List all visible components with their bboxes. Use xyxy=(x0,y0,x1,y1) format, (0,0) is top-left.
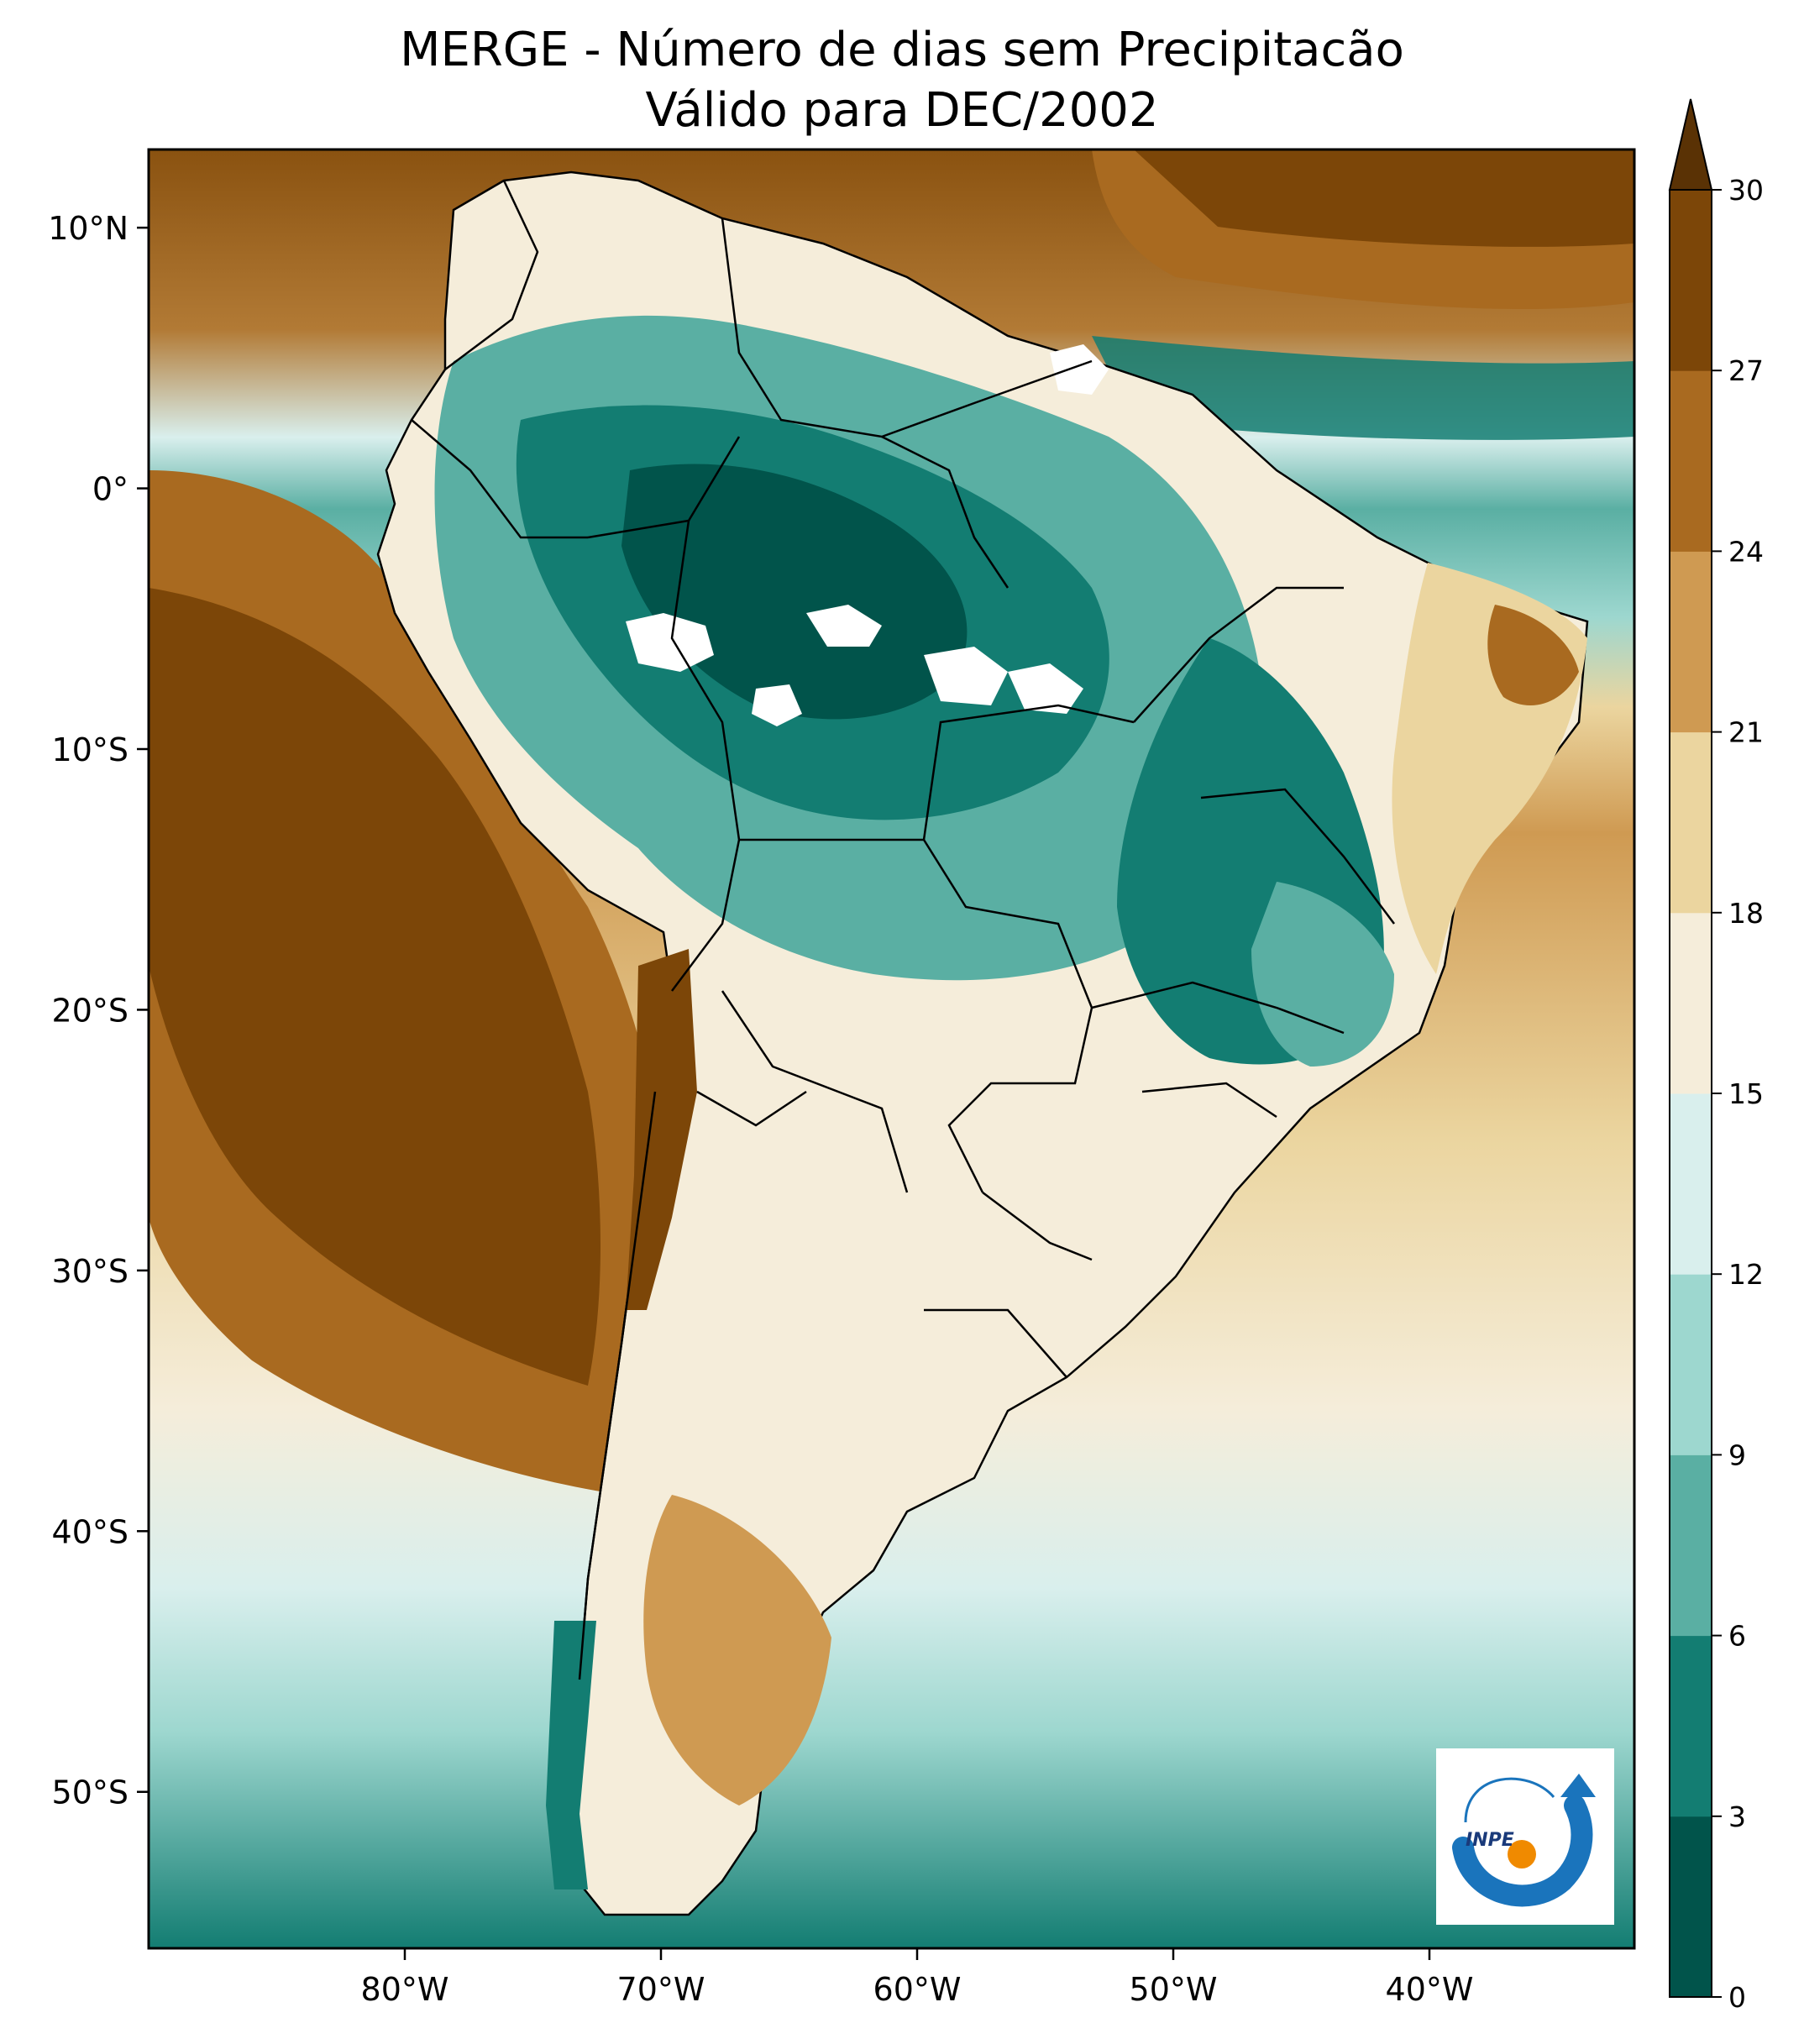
colorbar-tick-label: 12 xyxy=(1728,1258,1764,1291)
inpe-logo: INPE xyxy=(1436,1748,1614,1925)
colorbar-segment xyxy=(1670,731,1712,914)
colorbar-segment xyxy=(1670,551,1712,733)
southeast-brazil-wet-region xyxy=(1251,882,1394,1067)
map-title-line2: Válido para DEC/2002 xyxy=(645,83,1159,138)
colorbar-extend-arrow xyxy=(1668,98,1713,191)
y-axis-ticks: 10°N 0° 10°S 20°S 30°S 40°S 50°S xyxy=(48,210,149,1811)
colorbar: 0 3 6 9 12 15 18 21 24 27 30 xyxy=(1668,98,1764,2014)
arrow-icon xyxy=(1560,1774,1596,1797)
map-title-line1: MERGE - Número de dias sem Precipitacão xyxy=(400,23,1404,77)
colorbar-tick-label: 3 xyxy=(1728,1800,1746,1833)
colorbar-tick-label: 15 xyxy=(1728,1077,1764,1110)
y-tick-label: 30°S xyxy=(52,1253,128,1290)
colorbar-tick-label: 24 xyxy=(1728,535,1764,568)
colorbar-segment xyxy=(1670,912,1712,1094)
no-data-patches xyxy=(626,344,1109,726)
x-tick-label: 40°W xyxy=(1386,1971,1474,2008)
plot-area xyxy=(149,149,1634,1948)
colorbar-segment xyxy=(1670,1816,1712,1998)
southern-andes-wet-strip xyxy=(546,1621,596,1889)
x-tick-label: 80°W xyxy=(361,1971,449,2008)
colorbar-tick-label: 27 xyxy=(1728,354,1764,387)
colorbar-segment xyxy=(1670,190,1712,371)
y-tick-label: 10°S xyxy=(52,731,128,768)
x-tick-label: 70°W xyxy=(617,1971,705,2008)
y-tick-label: 40°S xyxy=(52,1513,128,1550)
country-borders xyxy=(411,180,1395,1680)
north-atlantic-very-dry-zone xyxy=(1134,149,1634,247)
y-tick-label: 50°S xyxy=(52,1774,128,1811)
colorbar-tick-label: 6 xyxy=(1728,1620,1746,1653)
colorbar-segment xyxy=(1670,1454,1712,1637)
atlantic-wet-band xyxy=(1092,336,1634,440)
y-tick-label: 20°S xyxy=(52,992,128,1029)
x-tick-label: 60°W xyxy=(873,1971,962,2008)
colorbar-segment xyxy=(1670,370,1712,552)
colorbar-segment xyxy=(1670,1635,1712,1817)
logo-text: INPE xyxy=(1466,1830,1514,1851)
colorbar-tick-label: 30 xyxy=(1728,174,1764,207)
x-tick-label: 50°W xyxy=(1130,1971,1218,2008)
sun-icon xyxy=(1508,1840,1536,1868)
y-tick-label: 10°N xyxy=(48,210,128,247)
colorbar-segment xyxy=(1670,1274,1712,1455)
colorbar-tick-label: 18 xyxy=(1728,897,1764,930)
colorbar-tick-label: 21 xyxy=(1728,716,1764,749)
colorbar-tick-label: 9 xyxy=(1728,1439,1746,1471)
map-frame xyxy=(147,148,1636,1950)
patagonia-dry-region xyxy=(643,1495,831,1806)
colorbar-segment xyxy=(1670,1093,1712,1275)
y-tick-label: 0° xyxy=(92,471,128,508)
northeast-brazil-very-dry-region xyxy=(1487,605,1579,705)
pacific-very-dry-zone xyxy=(149,588,600,1386)
andes-dry-strip xyxy=(626,949,697,1310)
x-axis-ticks: 80°W 70°W 60°W 50°W 40°W xyxy=(361,1948,1474,2008)
colorbar-tick-label: 0 xyxy=(1728,1981,1746,2014)
